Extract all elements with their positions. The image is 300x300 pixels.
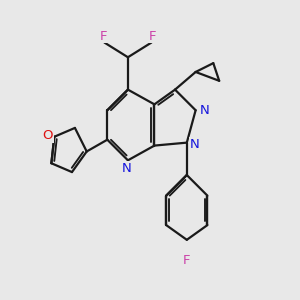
Text: O: O [43,129,53,142]
Text: N: N [122,162,131,175]
Text: F: F [100,29,107,43]
Text: F: F [148,29,156,43]
Text: N: N [190,138,200,151]
Text: F: F [183,254,190,267]
Text: N: N [200,104,209,117]
